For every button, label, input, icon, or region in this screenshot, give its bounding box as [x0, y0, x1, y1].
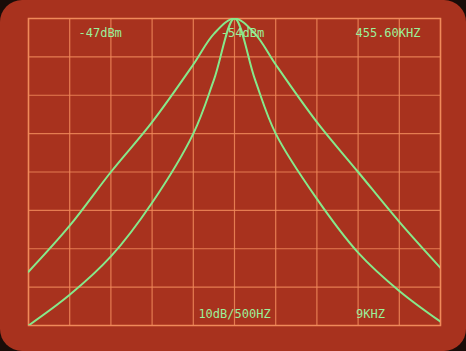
svg-text:9KHZ: 9KHZ — [356, 307, 385, 321]
svg-text:-47dBm: -47dBm — [79, 26, 122, 40]
svg-text:455.60KHZ: 455.60KHZ — [355, 26, 420, 40]
svg-text:-54dBm: -54dBm — [221, 26, 264, 40]
svg-text:10dB/500HZ: 10dB/500HZ — [198, 307, 270, 321]
